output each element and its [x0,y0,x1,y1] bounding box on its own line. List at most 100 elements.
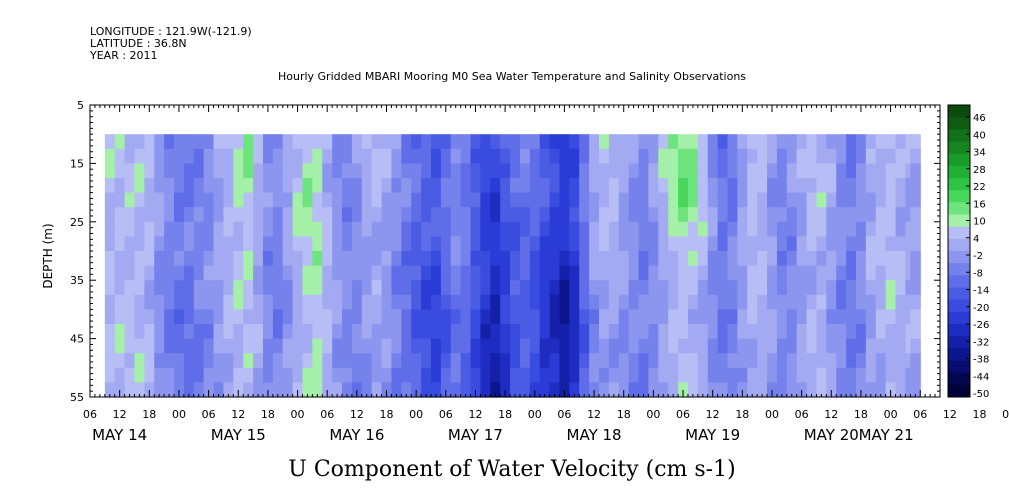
heatmap-cell [747,192,758,208]
heatmap-cell [322,367,333,383]
heatmap-cell [411,192,422,208]
heatmap-cell [539,353,551,369]
heatmap-cell [243,134,254,150]
heatmap-cell [539,280,551,296]
heatmap-cell [836,148,847,164]
heatmap-cell [144,134,155,150]
heatmap-cell [678,324,689,340]
heatmap-cell [648,207,659,223]
heatmap-cell [460,324,472,340]
heatmap-cell [401,294,412,310]
heatmap-cell [727,280,738,296]
heatmap-cell [302,353,313,369]
heatmap-cell [678,134,689,150]
heatmap-cell [381,338,393,354]
heatmap-cell [460,309,472,325]
heatmap-cell [460,207,472,223]
heatmap-cell [183,265,195,281]
heatmap-cell [104,134,116,150]
heatmap-cell [668,134,679,150]
heatmap-cell [282,148,294,164]
heatmap-cell [618,324,630,340]
colorbar-label: -32 [973,337,989,348]
heatmap-cell [658,148,669,164]
heatmap-cell [223,178,234,194]
heatmap-cell [608,338,620,354]
heatmap-cell [846,192,857,208]
heatmap-cell [510,367,521,383]
heatmap-cell [529,265,541,281]
heatmap-cell [806,236,818,252]
heatmap-cell [262,192,274,208]
heatmap-cell [480,338,491,354]
heatmap-cell [243,367,254,383]
heatmap-cell [816,324,827,340]
heatmap-cell [599,148,610,164]
heatmap-cell [806,309,818,325]
heatmap-cell [747,265,758,281]
heatmap-cell [391,367,402,383]
heatmap-cell [717,192,729,208]
heatmap-cell [440,367,452,383]
heatmap-cell [332,382,343,398]
heatmap-cell [836,265,847,281]
heatmap-cell [223,163,234,179]
heatmap-cell [687,338,699,354]
heatmap-cell [836,367,847,383]
heatmap-cell [608,353,620,369]
heatmap-cell [302,294,313,310]
heatmap-cell [519,338,531,354]
heatmap-cell [559,280,570,296]
heatmap-cell [243,163,254,179]
heatmap-cell [796,353,808,369]
heatmap-cell [549,338,561,354]
heatmap-cell [203,236,215,252]
heatmap-cell [806,382,818,398]
heatmap-cell [599,178,610,194]
heatmap-cell [381,163,393,179]
heatmap-cell [104,236,116,252]
heatmap-cell [539,338,551,354]
heatmap-cell [312,178,323,194]
heatmap-cell [154,192,165,208]
heatmap-cell [865,265,877,281]
heatmap-cell [272,134,284,150]
heatmap-cell [104,309,116,325]
heatmap-cell [707,207,719,223]
heatmap-cell [371,338,383,354]
x-hour-label: 06 [913,408,927,421]
heatmap-cell [332,192,343,208]
heatmap-cell [826,353,837,369]
heatmap-cell [272,280,284,296]
heatmap-cell [885,280,897,296]
heatmap-cell [658,338,669,354]
heatmap-cell [727,338,738,354]
heatmap-cell [500,251,511,267]
heatmap-cell [816,367,827,383]
heatmap-cell [519,178,531,194]
y-tick-label: 45 [70,333,84,346]
heatmap-cell [351,178,363,194]
heatmap-cell [440,148,452,164]
heatmap-cell [134,251,145,267]
heatmap-cell [895,265,906,281]
heatmap-cell [599,309,610,325]
heatmap-cell [549,265,561,281]
heatmap-cell [470,148,481,164]
heatmap-cell [806,178,818,194]
heatmap-cell [183,353,195,369]
heatmap-cell [114,221,126,237]
heatmap-cell [796,192,808,208]
heatmap-cell [164,207,175,223]
heatmap-cell [529,251,541,267]
heatmap-cell [104,324,116,340]
heatmap-cell [599,221,610,237]
heatmap-cell [579,178,590,194]
heatmap-cell [144,178,155,194]
heatmap-cell [658,280,669,296]
heatmap-cell [559,324,570,340]
heatmap-cell [124,294,136,310]
heatmap-cell [430,192,442,208]
colorbar-label: 34 [973,148,986,159]
heatmap-cell [351,367,363,383]
